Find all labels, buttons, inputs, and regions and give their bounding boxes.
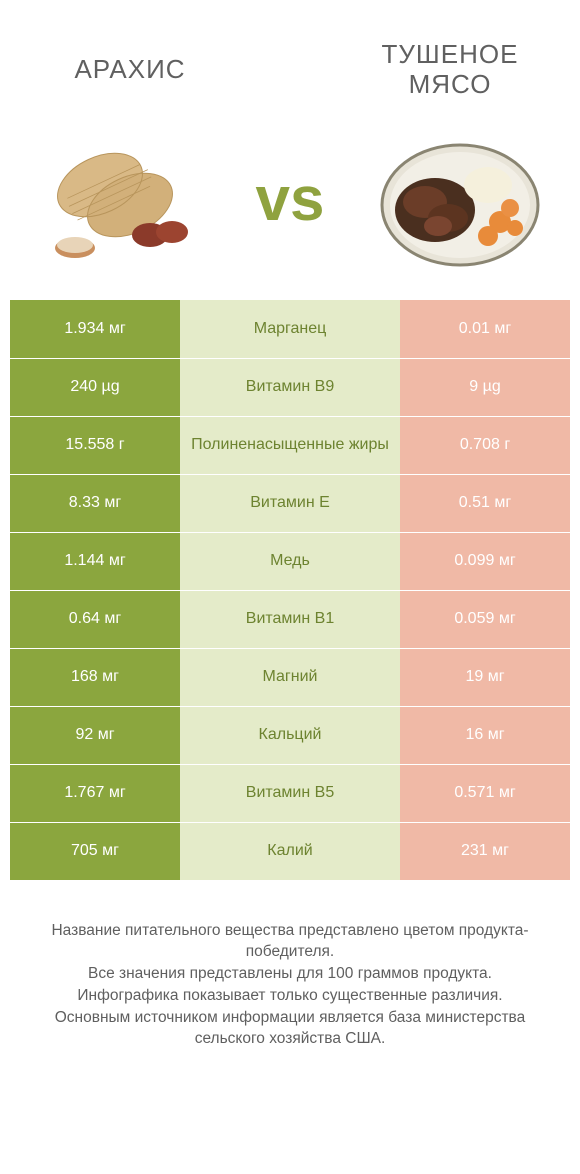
nutrient-name-cell: Витамин B1	[180, 591, 400, 648]
table-row: 168 мгМагний19 мг	[10, 648, 570, 706]
nutrient-name-cell: Марганец	[180, 300, 400, 358]
nutrient-name-cell: Витамин E	[180, 475, 400, 532]
table-row: 0.64 мгВитамин B10.059 мг	[10, 590, 570, 648]
table-row: 1.144 мгМедь0.099 мг	[10, 532, 570, 590]
right-value-cell: 231 мг	[400, 823, 570, 880]
left-value-cell: 1.144 мг	[10, 533, 180, 590]
right-value-cell: 0.01 мг	[400, 300, 570, 358]
right-value-cell: 0.51 мг	[400, 475, 570, 532]
nutrient-name-cell: Полиненасыщенные жиры	[180, 417, 400, 474]
table-row: 705 мгКалий231 мг	[10, 822, 570, 880]
stew-image	[370, 130, 550, 270]
left-value-cell: 8.33 мг	[10, 475, 180, 532]
table-row: 1.934 мгМарганец0.01 мг	[10, 300, 570, 358]
right-value-cell: 0.099 мг	[400, 533, 570, 590]
nutrient-name-cell: Медь	[180, 533, 400, 590]
right-value-cell: 16 мг	[400, 707, 570, 764]
nutrient-name-cell: Магний	[180, 649, 400, 706]
nutrient-name-cell: Калий	[180, 823, 400, 880]
footer-line: Основным источником информации является …	[30, 1007, 550, 1050]
table-row: 1.767 мгВитамин B50.571 мг	[10, 764, 570, 822]
right-value-cell: 9 µg	[400, 359, 570, 416]
header: АРАХИС ТУШЕНОЕ МЯСО	[0, 0, 580, 120]
footer-line: Название питательного вещества представл…	[30, 920, 550, 963]
footer-line: Инфографика показывает только существенн…	[30, 985, 550, 1007]
images-row: vs	[0, 120, 580, 300]
right-value-cell: 0.059 мг	[400, 591, 570, 648]
table-row: 15.558 гПолиненасыщенные жиры0.708 г	[10, 416, 570, 474]
left-value-cell: 0.64 мг	[10, 591, 180, 648]
nutrient-name-cell: Витамин B9	[180, 359, 400, 416]
right-value-cell: 0.571 мг	[400, 765, 570, 822]
footer-line: Все значения представлены для 100 граммо…	[30, 963, 550, 985]
right-value-cell: 19 мг	[400, 649, 570, 706]
footer-text: Название питательного вещества представл…	[0, 880, 580, 1050]
left-value-cell: 1.767 мг	[10, 765, 180, 822]
left-value-cell: 705 мг	[10, 823, 180, 880]
peanut-image	[30, 130, 210, 270]
left-value-cell: 1.934 мг	[10, 300, 180, 358]
table-row: 240 µgВитамин B99 µg	[10, 358, 570, 416]
left-value-cell: 92 мг	[10, 707, 180, 764]
left-value-cell: 168 мг	[10, 649, 180, 706]
table-row: 8.33 мгВитамин E0.51 мг	[10, 474, 570, 532]
left-product-title: АРАХИС	[30, 54, 230, 85]
vs-label: vs	[256, 164, 325, 235]
right-value-cell: 0.708 г	[400, 417, 570, 474]
table-row: 92 мгКальций16 мг	[10, 706, 570, 764]
left-value-cell: 15.558 г	[10, 417, 180, 474]
left-value-cell: 240 µg	[10, 359, 180, 416]
nutrient-name-cell: Кальций	[180, 707, 400, 764]
nutrient-table: 1.934 мгМарганец0.01 мг240 µgВитамин B99…	[10, 300, 570, 880]
right-product-title: ТУШЕНОЕ МЯСО	[350, 40, 550, 100]
nutrient-name-cell: Витамин B5	[180, 765, 400, 822]
